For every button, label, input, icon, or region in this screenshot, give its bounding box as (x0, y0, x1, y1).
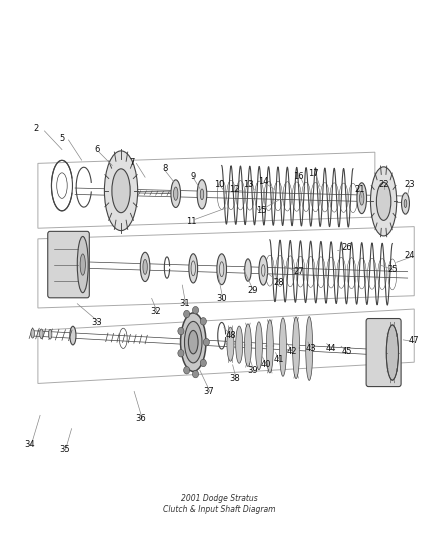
Ellipse shape (403, 199, 406, 207)
Ellipse shape (255, 322, 262, 370)
Ellipse shape (104, 151, 138, 231)
Circle shape (200, 359, 206, 367)
Text: 15: 15 (255, 206, 266, 215)
Text: 45: 45 (340, 347, 351, 356)
Text: 13: 13 (242, 180, 253, 189)
Text: 5: 5 (59, 134, 64, 143)
FancyBboxPatch shape (48, 231, 89, 298)
Ellipse shape (31, 328, 34, 338)
Text: 44: 44 (325, 344, 336, 353)
Text: 14: 14 (258, 177, 268, 186)
Text: 2001 Dodge Stratus
Clutch & Input Shaft Diagram: 2001 Dodge Stratus Clutch & Input Shaft … (163, 494, 275, 514)
Ellipse shape (375, 182, 390, 220)
Circle shape (200, 318, 206, 325)
Ellipse shape (48, 329, 52, 339)
Ellipse shape (180, 313, 205, 372)
Text: 36: 36 (135, 414, 146, 423)
Text: 42: 42 (286, 347, 296, 356)
Text: 25: 25 (386, 265, 397, 273)
Text: 23: 23 (404, 180, 414, 189)
Circle shape (177, 327, 184, 335)
Text: 32: 32 (150, 307, 161, 316)
Text: 8: 8 (162, 164, 167, 173)
Text: 40: 40 (260, 360, 270, 369)
Ellipse shape (143, 260, 147, 274)
Circle shape (203, 338, 209, 346)
Ellipse shape (173, 187, 177, 200)
Ellipse shape (184, 321, 201, 363)
Text: 37: 37 (203, 387, 213, 396)
Ellipse shape (244, 259, 251, 281)
Text: 22: 22 (378, 180, 388, 189)
Text: 33: 33 (92, 318, 102, 327)
Text: 30: 30 (216, 294, 226, 303)
Ellipse shape (292, 317, 299, 378)
Text: 10: 10 (214, 180, 224, 189)
Ellipse shape (216, 254, 226, 285)
Ellipse shape (188, 330, 198, 354)
Ellipse shape (200, 189, 203, 200)
Ellipse shape (112, 169, 130, 213)
Text: 29: 29 (247, 286, 257, 295)
Circle shape (183, 367, 189, 374)
Text: 2: 2 (33, 124, 38, 133)
Ellipse shape (244, 324, 251, 366)
Text: 48: 48 (225, 331, 235, 340)
Ellipse shape (370, 167, 396, 236)
Ellipse shape (70, 326, 76, 345)
Ellipse shape (77, 237, 88, 293)
Text: 34: 34 (24, 440, 34, 449)
Text: 9: 9 (190, 172, 195, 181)
Text: 7: 7 (129, 158, 134, 167)
Text: 17: 17 (307, 169, 318, 178)
Ellipse shape (356, 183, 366, 214)
Circle shape (183, 310, 189, 318)
Text: 21: 21 (353, 185, 364, 194)
Text: 16: 16 (292, 172, 303, 181)
Text: 24: 24 (404, 252, 414, 260)
Text: 12: 12 (229, 185, 240, 194)
Ellipse shape (279, 318, 286, 376)
Ellipse shape (39, 329, 43, 338)
Ellipse shape (258, 256, 267, 285)
Ellipse shape (140, 252, 150, 281)
Ellipse shape (80, 254, 85, 275)
Text: 41: 41 (273, 355, 283, 364)
Text: 28: 28 (272, 278, 283, 287)
Ellipse shape (385, 325, 398, 380)
Ellipse shape (401, 193, 409, 214)
Text: 27: 27 (292, 268, 303, 276)
Ellipse shape (359, 191, 363, 205)
Circle shape (192, 370, 198, 378)
Text: 31: 31 (179, 299, 189, 308)
Ellipse shape (305, 317, 312, 381)
Circle shape (192, 306, 198, 314)
Ellipse shape (266, 320, 273, 373)
FancyBboxPatch shape (365, 319, 400, 386)
Text: 26: 26 (340, 244, 351, 253)
Text: 38: 38 (229, 374, 240, 383)
Ellipse shape (226, 327, 233, 361)
Text: 47: 47 (408, 336, 419, 345)
Text: 11: 11 (185, 217, 196, 226)
Text: 6: 6 (94, 145, 99, 154)
Ellipse shape (188, 254, 197, 283)
Text: 39: 39 (247, 366, 257, 375)
Circle shape (177, 350, 184, 357)
Text: 35: 35 (59, 446, 69, 455)
Ellipse shape (235, 326, 242, 364)
Ellipse shape (170, 180, 180, 207)
Text: 43: 43 (305, 344, 316, 353)
Ellipse shape (197, 180, 206, 209)
